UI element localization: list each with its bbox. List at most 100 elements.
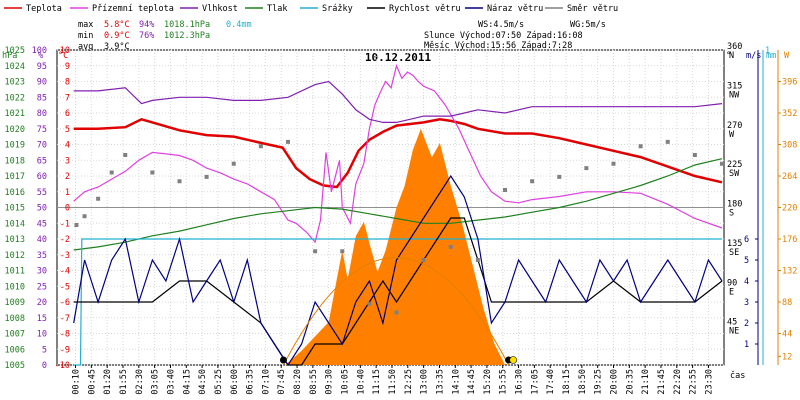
wind-dir-point — [421, 258, 426, 262]
wind-dir-point — [530, 179, 535, 184]
dir-tick-label: 315 — [727, 81, 742, 91]
temp-tick-label: 5 — [65, 125, 70, 135]
series-line-naraz-vetru — [73, 174, 723, 367]
wind-dir-point — [665, 139, 670, 144]
stats-max-temp: 5.8°C — [104, 20, 130, 30]
chart-title: 10.12.2011 — [365, 51, 432, 64]
x-tick-label: 22:55 — [689, 369, 699, 395]
wind-dir-point — [313, 249, 318, 254]
x-tick-label: 08:20 — [293, 369, 303, 395]
stats-min-hum: 76% — [139, 31, 154, 41]
axis-unit-ms: m/s — [746, 51, 761, 61]
ms-tick-label: 3 — [744, 298, 749, 308]
stats-avg-label: avg — [78, 42, 93, 52]
temp-tick-label: 7 — [65, 93, 70, 103]
w-tick-label: 220 — [782, 204, 797, 214]
x-tick-label: 10:05 — [341, 369, 351, 395]
x-tick-label: 04:50 — [198, 369, 208, 395]
stats-max-hum: 94% — [139, 20, 154, 30]
x-tick-label: 06:00 — [230, 369, 240, 395]
dir-tick-label: 360 — [727, 42, 742, 52]
x-tick-label: 15:55 — [499, 369, 509, 395]
hpa-tick-label: 1006 — [5, 345, 25, 355]
legend-label-teplota: Teplota — [26, 4, 62, 14]
hpa-tick-label: 1010 — [5, 282, 25, 292]
hpa-tick-label: 1005 — [5, 361, 25, 371]
axis-unit-pct: % — [38, 51, 43, 61]
wind-dir-point — [692, 153, 697, 157]
hpa-tick-label: 1007 — [5, 330, 25, 340]
ms-tick-label: 4 — [744, 277, 749, 287]
pct-tick-label: 40 — [37, 235, 47, 245]
wind-dir-point — [177, 179, 182, 184]
w-tick-label: 308 — [782, 141, 797, 151]
hpa-tick-label: 1013 — [5, 235, 25, 245]
dir-tick-label: 270 — [727, 121, 742, 131]
wind-dir-point — [74, 223, 79, 227]
x-tick-label: 00:10 — [72, 369, 82, 395]
dir-tick-name: W — [729, 130, 735, 140]
temp-tick-label: 6 — [65, 109, 70, 119]
temp-tick-label: -8 — [60, 330, 70, 340]
wind-dir-point — [340, 249, 345, 254]
series-line-vlhkost — [73, 80, 723, 124]
stats-block: max 5.8°C 94% 1018.1hPa 0.4mm min 0.9°C … — [78, 20, 252, 52]
stats-min-temp: 0.9°C — [104, 31, 130, 41]
pct-tick-label: 10 — [37, 330, 47, 340]
x-tick-label: 21:10 — [641, 369, 651, 395]
temp-tick-label: -4 — [60, 267, 70, 277]
wind-dir-point — [286, 139, 290, 144]
x-tick-label: 01:55 — [119, 369, 129, 395]
pct-tick-label: 50 — [37, 204, 47, 214]
temp-tick-label: 4 — [65, 141, 70, 151]
hpa-tick-label: 1008 — [5, 314, 25, 324]
x-tick-label: 10:40 — [356, 369, 366, 395]
stats-max-rain: 0.4mm — [226, 20, 252, 30]
info-ws: WS:4.5m/s — [478, 20, 524, 30]
wind-dir-point — [150, 170, 155, 175]
solar-area-path — [285, 128, 505, 365]
series-line-teplota — [73, 117, 723, 189]
hpa-tick-label: 1017 — [5, 172, 25, 182]
dir-tick-name: S — [729, 209, 734, 219]
stats-avg-temp: 3.9°C — [104, 42, 130, 52]
pct-tick-label: 35 — [37, 251, 47, 261]
x-tick-label: 07:45 — [277, 369, 287, 395]
x-tick-label: 11:50 — [388, 369, 398, 395]
wind-dir-point — [720, 161, 724, 166]
axis-unit-temp: °C — [58, 51, 68, 61]
x-tick-label: 16:30 — [515, 369, 525, 395]
temp-tick-label: 0 — [65, 204, 70, 214]
x-axis: 00:10 00:45 01:20 01:55 02:30 03:05 03:40 04:15… — [72, 365, 714, 395]
hpa-tick-label: 1025 — [5, 46, 25, 56]
dir-tick-name: SW — [729, 169, 740, 179]
temp-tick-label: -9 — [60, 345, 70, 355]
x-tick-label: 02:30 — [135, 369, 145, 395]
moonrise-marker — [509, 356, 517, 364]
x-tick-label: 13:35 — [435, 369, 445, 395]
w-tick-label: 264 — [782, 172, 797, 182]
info-block: WS:4.5m/s WG:5m/s Slunce Východ:07:50 Zá… — [424, 20, 606, 51]
x-axis-label: čas — [730, 370, 745, 381]
temp-tick-label: -6 — [60, 298, 70, 308]
legend-label-srazky: Srážky — [322, 4, 353, 14]
pct-tick-label: 20 — [37, 298, 47, 308]
pct-tick-label: 0 — [42, 361, 47, 371]
ms-tick-label: 1 — [744, 340, 749, 350]
w-tick-label: 88 — [782, 298, 792, 308]
hpa-tick-label: 1019 — [5, 141, 25, 151]
pct-tick-label: 70 — [37, 141, 47, 151]
x-tick-label: 18:50 — [578, 369, 588, 395]
wind-dir-point — [638, 144, 643, 149]
series-line-tlak — [73, 158, 723, 251]
x-tick-label: 09:30 — [325, 369, 335, 395]
ms-tick-label: 6 — [744, 235, 749, 245]
temp-tick-label: -2 — [60, 235, 70, 245]
dir-tick-label: 90 — [727, 278, 737, 288]
x-tick-label: 07:10 — [261, 369, 271, 395]
legend-label-rychlost-vetru: Rychlost větru — [389, 4, 461, 14]
w-tick-label: 12 — [782, 352, 792, 362]
x-tick-label: 05:25 — [214, 369, 224, 395]
x-tick-label: 20:00 — [610, 369, 620, 395]
hpa-tick-label: 1022 — [5, 93, 25, 103]
